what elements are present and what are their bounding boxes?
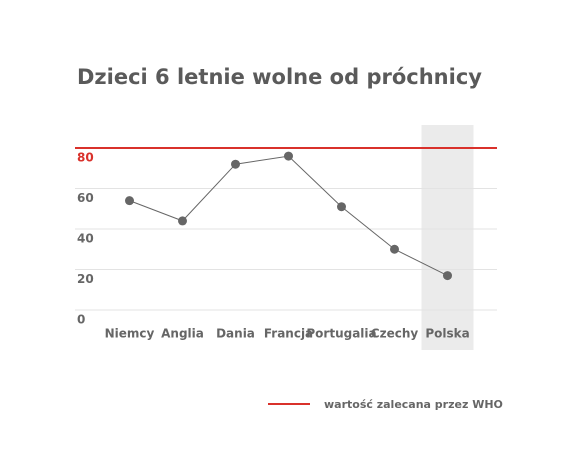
point <box>284 151 293 161</box>
point <box>125 196 134 206</box>
x-tick-label: Dania <box>216 327 255 341</box>
point <box>390 244 399 254</box>
chart-title: Dzieci 6 letnie wolne od próchnicy <box>77 65 482 89</box>
point <box>337 202 346 212</box>
point <box>443 271 452 281</box>
legend-label: wartość zalecana przez WHO <box>324 398 503 411</box>
highlight-band <box>421 125 474 350</box>
y-tick-label: 40 <box>77 232 94 246</box>
y-tick-label: 60 <box>77 191 94 205</box>
x-tick-label: Niemcy <box>105 327 155 341</box>
x-tick-label: Francja <box>264 327 313 341</box>
line <box>129 155 448 277</box>
x-tick-label: Polska <box>425 327 469 341</box>
x-tick-label: Anglia <box>161 327 204 341</box>
point <box>178 216 187 226</box>
point <box>231 159 240 169</box>
y-tick-label: 80 <box>77 151 94 165</box>
y-tick-label: 0 <box>77 313 85 327</box>
y-tick-label: 20 <box>77 272 94 286</box>
x-tick-label: Portugalia <box>306 327 376 341</box>
x-tick-label: Czechy <box>371 327 419 341</box>
